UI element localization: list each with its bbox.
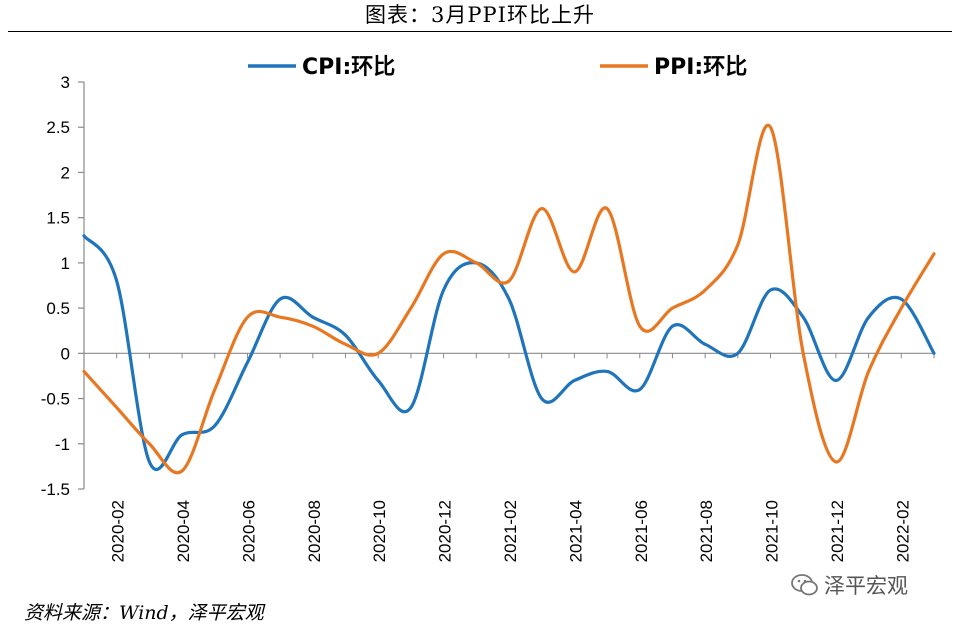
y-tick-label: 0.5 (46, 299, 70, 318)
axes: 3 2.5 2 1.5 1 0.5 0 -0.5 -1 -1.5 2020-02 2020-04 202… (41, 73, 935, 562)
source-note: 资料来源：Wind，泽平宏观 (24, 602, 264, 624)
page-title: 图表：3月PPI环比上升 (365, 3, 595, 27)
x-tick-label: 2020-12 (436, 500, 455, 562)
x-tick-label: 2020-08 (305, 500, 324, 562)
title-rule (8, 31, 952, 32)
watermark-text: 泽平宏观 (824, 574, 908, 598)
y-tick-label: 3 (61, 73, 70, 92)
x-tick-label: 2021-12 (828, 500, 847, 562)
watermark: 泽平宏观 (790, 570, 908, 600)
x-tick-label: 2020-06 (239, 500, 258, 562)
wechat-icon (791, 574, 818, 596)
series-line-cpi (82, 234, 936, 472)
y-tick-label: -1.5 (41, 480, 70, 499)
x-tick-label: 2022-02 (893, 500, 912, 562)
y-tick-label: -1 (55, 435, 70, 454)
x-tick-label: 2021-02 (501, 500, 520, 562)
legend-label: CPI:环比 (302, 55, 395, 80)
x-tick-label: 2020-10 (370, 500, 389, 562)
y-tick-label: 2 (61, 163, 70, 182)
x-tick-label: 2020-04 (174, 500, 193, 562)
y-tick-label: 2.5 (46, 118, 70, 137)
series-line-ppi (82, 123, 936, 475)
x-tick-label: 2021-04 (566, 500, 585, 562)
legend-label: PPI:环比 (654, 55, 747, 80)
y-tick-label: 1.5 (46, 209, 70, 228)
y-tick-label: -0.5 (41, 390, 70, 409)
legend: CPI:环比 PPI:环比 (248, 55, 747, 80)
x-tick-label: 2020-02 (109, 500, 128, 562)
series-group (82, 123, 936, 475)
y-tick-label: 1 (61, 254, 70, 273)
x-tick-label: 2021-06 (632, 500, 651, 562)
x-tick-label: 2021-08 (697, 500, 716, 562)
x-tick-label: 2021-10 (763, 500, 782, 562)
y-tick-label: 0 (61, 344, 70, 363)
